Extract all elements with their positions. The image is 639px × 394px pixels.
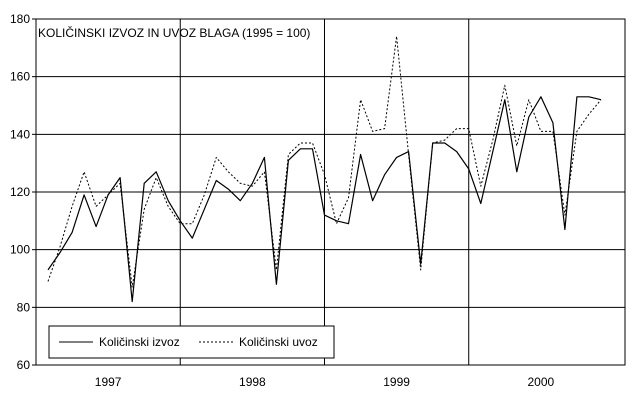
y-tick-label: 120 [10, 185, 30, 199]
y-tick-label: 140 [10, 127, 30, 141]
legend-box [48, 325, 335, 359]
x-year-label: 2000 [528, 375, 555, 389]
chart-title: KOLIČINSKI IZVOZ IN UVOZ BLAGA (1995 = 1… [38, 25, 310, 40]
y-tick-label: 100 [10, 243, 30, 257]
legend-label: Količinski uvoz [239, 335, 318, 349]
y-tick-label: 60 [17, 358, 31, 372]
x-year-label: 1997 [95, 375, 122, 389]
x-axis-year-labels: 1997 1998 1999 2000 [95, 375, 555, 389]
x-year-label: 1999 [383, 375, 410, 389]
legend: Količinski izvoz Količinski uvoz [48, 325, 335, 359]
y-axis-ticks: 60 80 100 120 140 160 180 [10, 12, 36, 372]
series-group [47, 35, 602, 303]
x-year-label: 1998 [239, 375, 266, 389]
series-line-uvoz [47, 35, 602, 288]
legend-label: Količinski izvoz [99, 335, 180, 349]
y-tick-label: 160 [10, 70, 30, 84]
grid [35, 18, 626, 366]
y-tick-label: 180 [10, 12, 30, 26]
y-tick-label: 80 [17, 300, 31, 314]
series-line-izvoz [47, 96, 602, 303]
